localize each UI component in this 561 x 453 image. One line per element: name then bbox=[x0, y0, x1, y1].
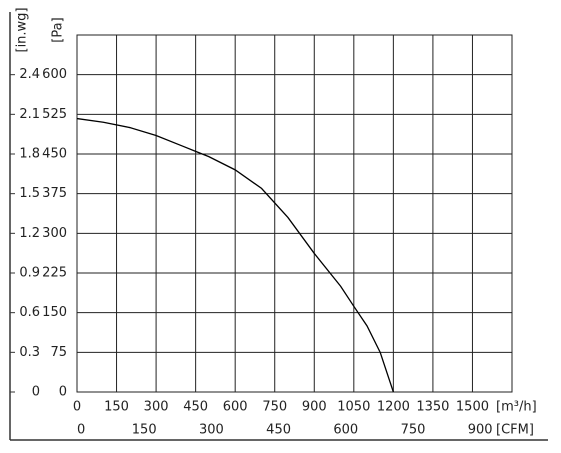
y-tick-label: 150 bbox=[42, 305, 67, 320]
x2-tick-label: 150 bbox=[132, 423, 157, 438]
x-tick-label: 1350 bbox=[416, 400, 449, 415]
x-tick-label: 1050 bbox=[337, 400, 370, 415]
x2-tick-label: 900 bbox=[468, 423, 493, 438]
x-tick-label: 750 bbox=[262, 400, 287, 415]
y2-tick-label: 1.5 bbox=[19, 186, 40, 201]
x-label: [m³/h] bbox=[496, 400, 537, 415]
y2-tick-label: 1.8 bbox=[19, 147, 40, 162]
x-tick-label: 1500 bbox=[456, 400, 489, 415]
fan-curve bbox=[76, 117, 394, 393]
y2-tick-label: 2.1 bbox=[19, 107, 40, 122]
x-tick-label: 0 bbox=[73, 400, 81, 415]
y2-tick-label: 0.9 bbox=[19, 266, 40, 281]
plot-frame bbox=[76, 34, 513, 393]
x2-tick-label: 750 bbox=[401, 423, 426, 438]
y2-tick-label: 2.4 bbox=[19, 67, 40, 82]
x-tick-label: 300 bbox=[144, 400, 169, 415]
x2-tick-label: 600 bbox=[333, 423, 358, 438]
x-tick-label: 1200 bbox=[377, 400, 410, 415]
y-label: [Pa] bbox=[51, 17, 66, 42]
x-tick-label: 900 bbox=[302, 400, 327, 415]
y-tick-label: 225 bbox=[42, 266, 67, 281]
x2-tick-label: 0 bbox=[77, 423, 85, 438]
y-tick-label: 300 bbox=[42, 226, 67, 241]
x-tick-label: 600 bbox=[223, 400, 248, 415]
x2-label: [CFM] bbox=[496, 423, 534, 438]
y2-tick-label: 0.6 bbox=[19, 305, 40, 320]
y-tick-label: 525 bbox=[42, 107, 67, 122]
y2-tick-label: 0 bbox=[32, 385, 40, 400]
y-tick-label: 0 bbox=[59, 385, 67, 400]
x2-tick-label: 450 bbox=[266, 423, 291, 438]
x-tick-label: 150 bbox=[104, 400, 129, 415]
y2-tick-label: 1.2 bbox=[19, 226, 40, 241]
x-tick-label: 450 bbox=[183, 400, 208, 415]
x2-tick-label: 300 bbox=[199, 423, 224, 438]
y-tick-label: 600 bbox=[42, 67, 67, 82]
y-tick-label: 75 bbox=[50, 345, 67, 360]
y2-label: [in.wg] bbox=[15, 7, 30, 52]
y2-tick-label: 0.3 bbox=[19, 345, 40, 360]
y-tick-label: 450 bbox=[42, 147, 67, 162]
y-tick-label: 375 bbox=[42, 186, 67, 201]
